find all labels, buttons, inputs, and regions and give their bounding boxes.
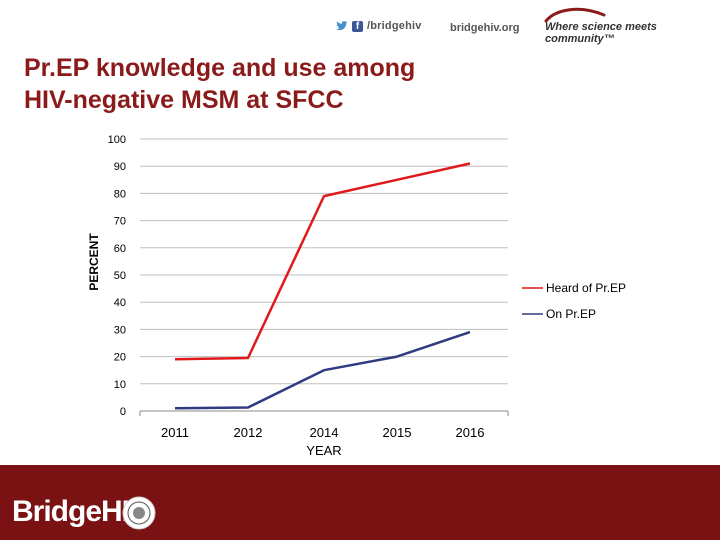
series-line-on-prep [174, 330, 471, 410]
y-tick-label: 0 [120, 406, 126, 418]
x-tick-label: 2016 [456, 425, 485, 440]
social-handle[interactable]: /bridgehiv [367, 20, 422, 32]
facebook-icon[interactable]: f [352, 20, 363, 32]
y-tick-label: 100 [108, 134, 126, 146]
series-line-heard-of-prep [174, 162, 471, 361]
seal-icon [122, 496, 156, 530]
y-tick-label: 10 [114, 379, 126, 391]
gridlines [139, 138, 509, 416]
legend-label: Heard of Pr.EP [546, 281, 626, 295]
title-line-1: Pr.EP knowledge and use among [24, 54, 416, 82]
y-tick-label: 60 [114, 243, 126, 255]
footer-bar [0, 465, 720, 540]
site-url[interactable]: bridgehiv.org [450, 22, 520, 34]
y-tick-labels: 0 10 20 30 40 50 60 70 80 90 100 [108, 134, 126, 418]
twitter-icon[interactable] [336, 21, 348, 31]
x-tick-label: 2015 [383, 425, 412, 440]
y-axis-label: PERCENT [87, 233, 101, 291]
swoosh-icon [544, 7, 606, 23]
title-line-2: HIV-negative MSM at SFCC [24, 86, 344, 114]
header-bar: f /bridgehiv bridgehiv.org Where science… [0, 0, 720, 50]
slide-title: Pr.EP knowledge and use among HIV-negati… [24, 52, 415, 116]
series-lines [174, 162, 471, 410]
social-links: f /bridgehiv [336, 20, 422, 32]
x-tick-label: 2011 [161, 425, 189, 440]
legend: Heard of Pr.EP On Pr.EP [522, 281, 626, 321]
y-tick-label: 80 [114, 188, 126, 200]
y-tick-label: 30 [114, 324, 126, 336]
y-tick-label: 40 [114, 297, 126, 309]
y-tick-label: 90 [114, 161, 126, 173]
x-axis-label: YEAR [306, 443, 341, 458]
x-tick-labels: 2011 2012 2014 2015 2016 [161, 425, 484, 440]
tagline: Where science meets community™ [545, 21, 657, 45]
x-tick-label: 2012 [234, 425, 263, 440]
legend-label: On Pr.EP [546, 307, 596, 321]
y-tick-label: 20 [114, 352, 126, 364]
x-tick-label: 2014 [310, 425, 339, 440]
y-tick-label: 50 [114, 270, 126, 282]
y-tick-label: 70 [114, 216, 126, 228]
